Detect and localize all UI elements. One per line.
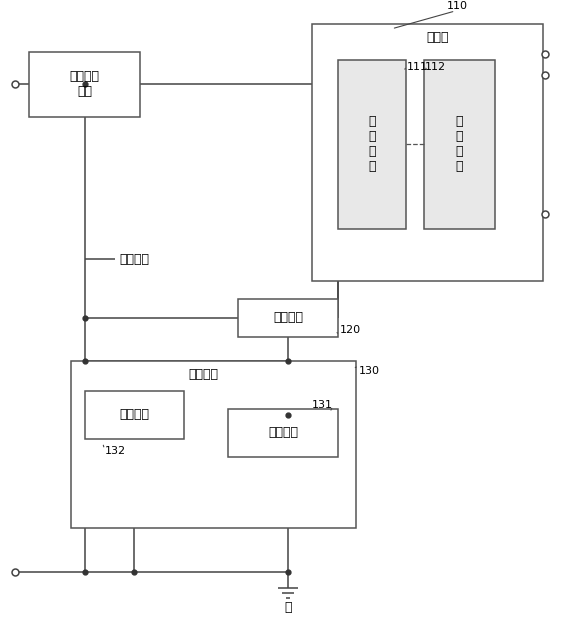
Bar [228,409,338,457]
Text: 脉冲电压: 脉冲电压 [119,253,149,266]
Bar [338,60,406,229]
Text: 地: 地 [284,600,292,613]
Text: 132: 132 [105,446,126,456]
Text: 110: 110 [447,1,468,11]
Text: 次
级
线
圈: 次 级 线 圈 [456,115,463,173]
Bar [424,60,495,229]
Bar [85,391,184,439]
Text: 131: 131 [312,400,333,410]
Bar [238,299,338,337]
Bar [312,24,543,281]
Bar [29,52,140,117]
Text: 振荡开关: 振荡开关 [273,311,303,324]
Text: 111: 111 [407,62,428,72]
Text: 限流模块: 限流模块 [188,368,218,381]
Text: 变压器: 变压器 [426,31,449,44]
Text: 初
级
线
圈: 初 级 线 圈 [368,115,375,173]
Text: 112: 112 [424,62,446,72]
Text: 130: 130 [359,366,380,376]
Text: 整流滤波
模块: 整流滤波 模块 [70,70,99,98]
Text: 120: 120 [340,325,361,335]
Text: 限流电阻: 限流电阻 [268,426,298,439]
Text: 限流开关: 限流开关 [119,408,149,421]
Bar [70,361,356,529]
